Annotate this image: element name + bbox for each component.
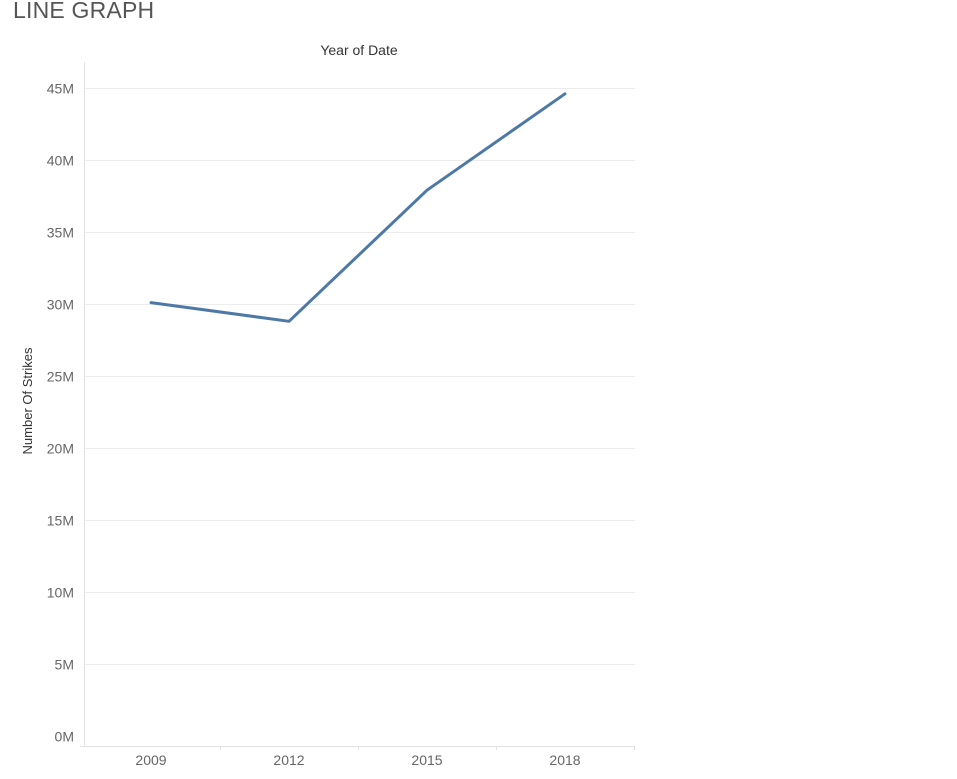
series-line [151,94,565,321]
y-tick-label: 20M [47,441,74,457]
y-tick-label: 30M [47,297,74,313]
x-tick-label: 2015 [411,752,442,768]
x-axis-ticks: 2009 2012 2015 2018 [135,752,580,768]
series-layer [151,94,565,321]
y-tick-label: 35M [47,225,74,241]
y-tick-label: 10M [47,585,74,601]
y-tick-label: 40M [47,153,74,169]
y-tick-label: 25M [47,369,74,385]
x-tick-label: 2009 [135,752,166,768]
y-tick-label: 45M [47,81,74,97]
axes [80,62,635,750]
x-tick-label: 2012 [273,752,304,768]
y-axis-ticks: 0M 5M 10M 15M 20M 25M 30M 35M 40M 45M [47,81,74,745]
gridlines [84,89,635,665]
y-tick-label: 15M [47,513,74,529]
x-tick-label: 2018 [549,752,580,768]
y-tick-label: 0M [55,729,74,745]
y-axis-label: Number Of Strikes [20,347,35,454]
y-tick-label: 5M [55,657,74,673]
column-header: Year of Date [320,42,398,58]
